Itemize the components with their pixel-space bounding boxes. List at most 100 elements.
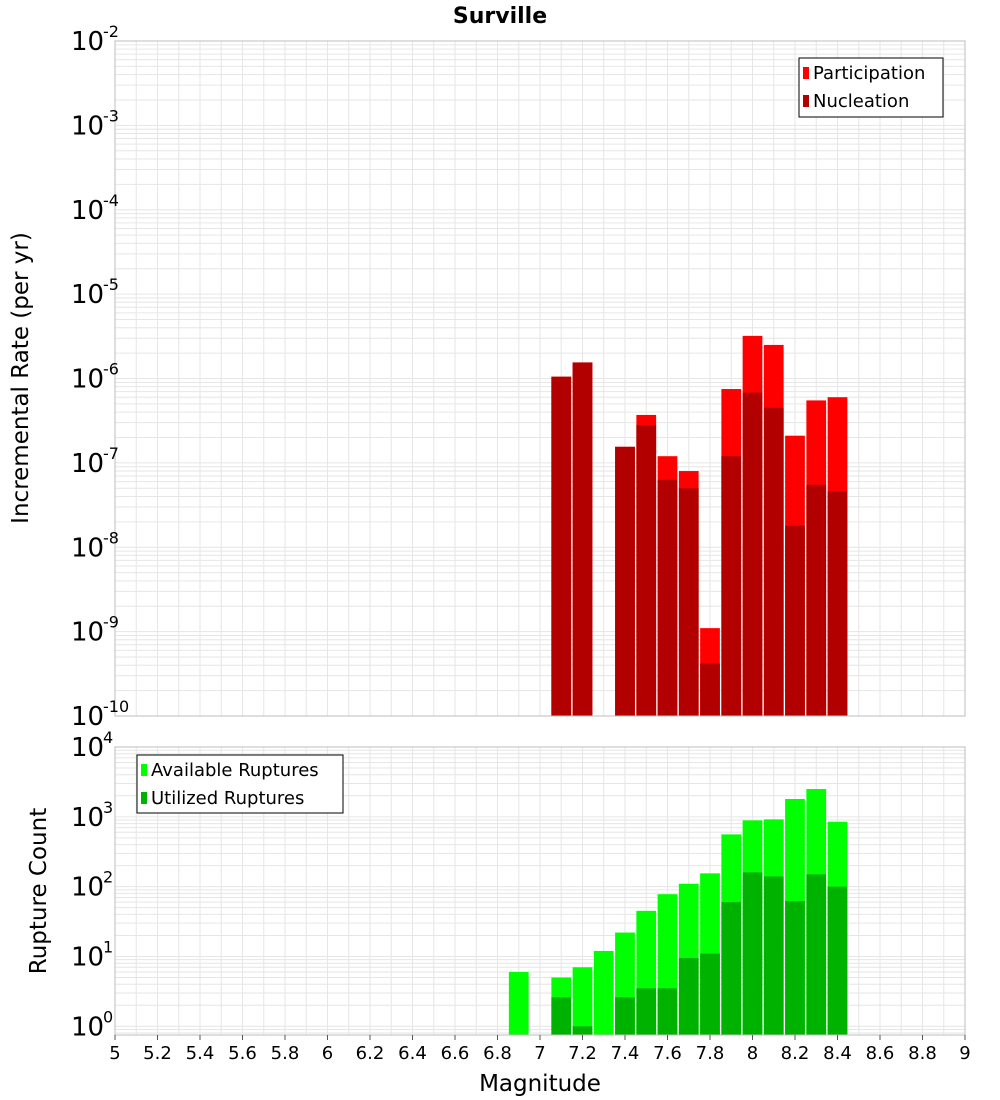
bottom-bars	[508, 789, 848, 1035]
legend-utilized-label: Utilized Ruptures	[151, 788, 304, 809]
x-tick-label: 7.6	[653, 1043, 682, 1064]
bottom-y-axis-label: Rupture Count	[26, 808, 52, 974]
top-y-tick-exponent: -4	[103, 191, 119, 210]
available-ruptures-bar	[593, 950, 614, 1035]
top-legend: Participation Nucleation	[798, 57, 944, 118]
nucleation-bar	[700, 663, 720, 716]
legend-available-label: Available Ruptures	[151, 760, 319, 781]
x-tick-label: 5.4	[186, 1043, 215, 1064]
bottom-y-tick-base: 10	[71, 942, 104, 972]
bottom-y-tick-base: 10	[71, 1012, 104, 1042]
top-y-tick-exponent: -6	[103, 360, 119, 379]
utilized-ruptures-bar	[678, 958, 699, 1035]
nucleation-bar	[572, 362, 593, 716]
utilized-ruptures-bar	[572, 1026, 593, 1035]
x-tick-label: 8.4	[823, 1043, 852, 1064]
available-ruptures-bar	[508, 971, 529, 1035]
x-tick-label: 8.8	[908, 1043, 937, 1064]
nucleation-bar	[827, 491, 848, 716]
bottom-y-tick-base: 10	[71, 803, 104, 833]
available-ruptures-bar	[572, 967, 593, 1035]
nucleation-bar	[763, 407, 784, 716]
top-bars	[551, 335, 848, 716]
top-y-tick-base: 10	[71, 27, 104, 57]
bottom-y-tick-exponent: 1	[103, 937, 113, 956]
top-y-tick-base: 10	[71, 533, 104, 563]
top-y-tick-base: 10	[71, 280, 104, 310]
top-y-tick-base: 10	[71, 449, 104, 479]
x-tick-label: 5	[109, 1043, 120, 1064]
x-tick-label: 5.6	[228, 1043, 257, 1064]
bottom-legend-box	[136, 754, 344, 814]
nucleation-bar	[615, 446, 635, 716]
legend-nucleation-swatch	[803, 95, 809, 107]
nucleation-bar	[721, 456, 742, 716]
nucleation-bar	[551, 376, 572, 716]
x-tick-label: 8.2	[781, 1043, 810, 1064]
chart-title: Surville	[453, 4, 547, 29]
utilized-ruptures-bar	[721, 902, 742, 1035]
nucleation-bar	[678, 488, 699, 716]
x-tick-label: 5.2	[143, 1043, 172, 1064]
top-y-tick-exponent: -2	[103, 22, 119, 41]
x-tick-label: 7.8	[696, 1043, 725, 1064]
top-gridlines	[115, 40, 965, 717]
x-tick-label: 6	[322, 1043, 333, 1064]
nucleation-bar	[785, 525, 805, 716]
x-tick-label: 9	[959, 1043, 970, 1064]
utilized-ruptures-bar	[657, 988, 678, 1035]
utilized-ruptures-bar	[636, 988, 657, 1035]
nucleation-bar	[806, 484, 827, 716]
top-y-tick-exponent: -3	[103, 106, 119, 125]
utilized-ruptures-bar	[806, 874, 827, 1035]
bottom-y-tick-base: 10	[71, 873, 104, 903]
utilized-ruptures-bar	[742, 872, 763, 1035]
top-y-tick-base: 10	[71, 196, 104, 226]
x-tick-labels: 5 5.2 5.4 5.6 5.8 6 6.2 6.4 6.6 6.8 7 7.2 7.4 7.6 7.8 8…	[109, 1035, 971, 1064]
x-tick-label: 6.8	[483, 1043, 512, 1064]
top-y-tick-base: 10	[71, 618, 104, 648]
x-tick-label: 8.6	[866, 1043, 895, 1064]
x-tick-label: 6.2	[356, 1043, 385, 1064]
legend-available-swatch	[141, 764, 147, 776]
top-y-tick-exponent: -7	[103, 444, 119, 463]
legend-participation-swatch	[803, 67, 809, 79]
utilized-ruptures-bar	[700, 953, 720, 1035]
top-legend-box	[798, 57, 944, 118]
x-axis-label: Magnitude	[479, 1071, 601, 1097]
bottom-legend: Available Ruptures Utilized Ruptures	[136, 754, 344, 814]
top-y-tick-base: 10	[71, 111, 104, 141]
top-y-axis-label: Incremental Rate (per yr)	[8, 232, 34, 524]
utilized-ruptures-bar	[615, 997, 635, 1035]
nucleation-bar	[657, 479, 678, 716]
bottom-y-tick-exponent: 3	[103, 798, 113, 817]
utilized-ruptures-bar	[785, 901, 805, 1035]
nucleation-bar	[742, 392, 763, 716]
top-y-tick-base: 10	[71, 702, 104, 732]
top-y-tick-exponent: -10	[103, 697, 129, 716]
bottom-y-tick-base: 10	[71, 733, 104, 763]
legend-nucleation-label: Nucleation	[813, 91, 909, 112]
nucleation-bar	[636, 425, 657, 716]
top-y-tick-exponent: -5	[103, 275, 119, 294]
top-y-tick-exponent: -9	[103, 613, 119, 632]
bottom-y-tick-exponent: 2	[103, 868, 113, 887]
utilized-ruptures-bar	[827, 886, 848, 1035]
top-y-tick-exponent: -8	[103, 528, 119, 547]
x-tick-label: 7.4	[611, 1043, 640, 1064]
x-tick-label: 6.6	[441, 1043, 470, 1064]
utilized-ruptures-bar	[763, 876, 784, 1035]
x-tick-label: 7.2	[568, 1043, 597, 1064]
bottom-y-tick-exponent: 0	[103, 1007, 113, 1026]
bottom-y-tick-exponent: 4	[103, 728, 113, 747]
top-plot-border	[114, 40, 966, 717]
x-tick-label: 8	[747, 1043, 758, 1064]
legend-participation-label: Participation	[813, 63, 925, 84]
x-tick-label: 5.8	[271, 1043, 300, 1064]
utilized-ruptures-bar	[551, 997, 572, 1035]
